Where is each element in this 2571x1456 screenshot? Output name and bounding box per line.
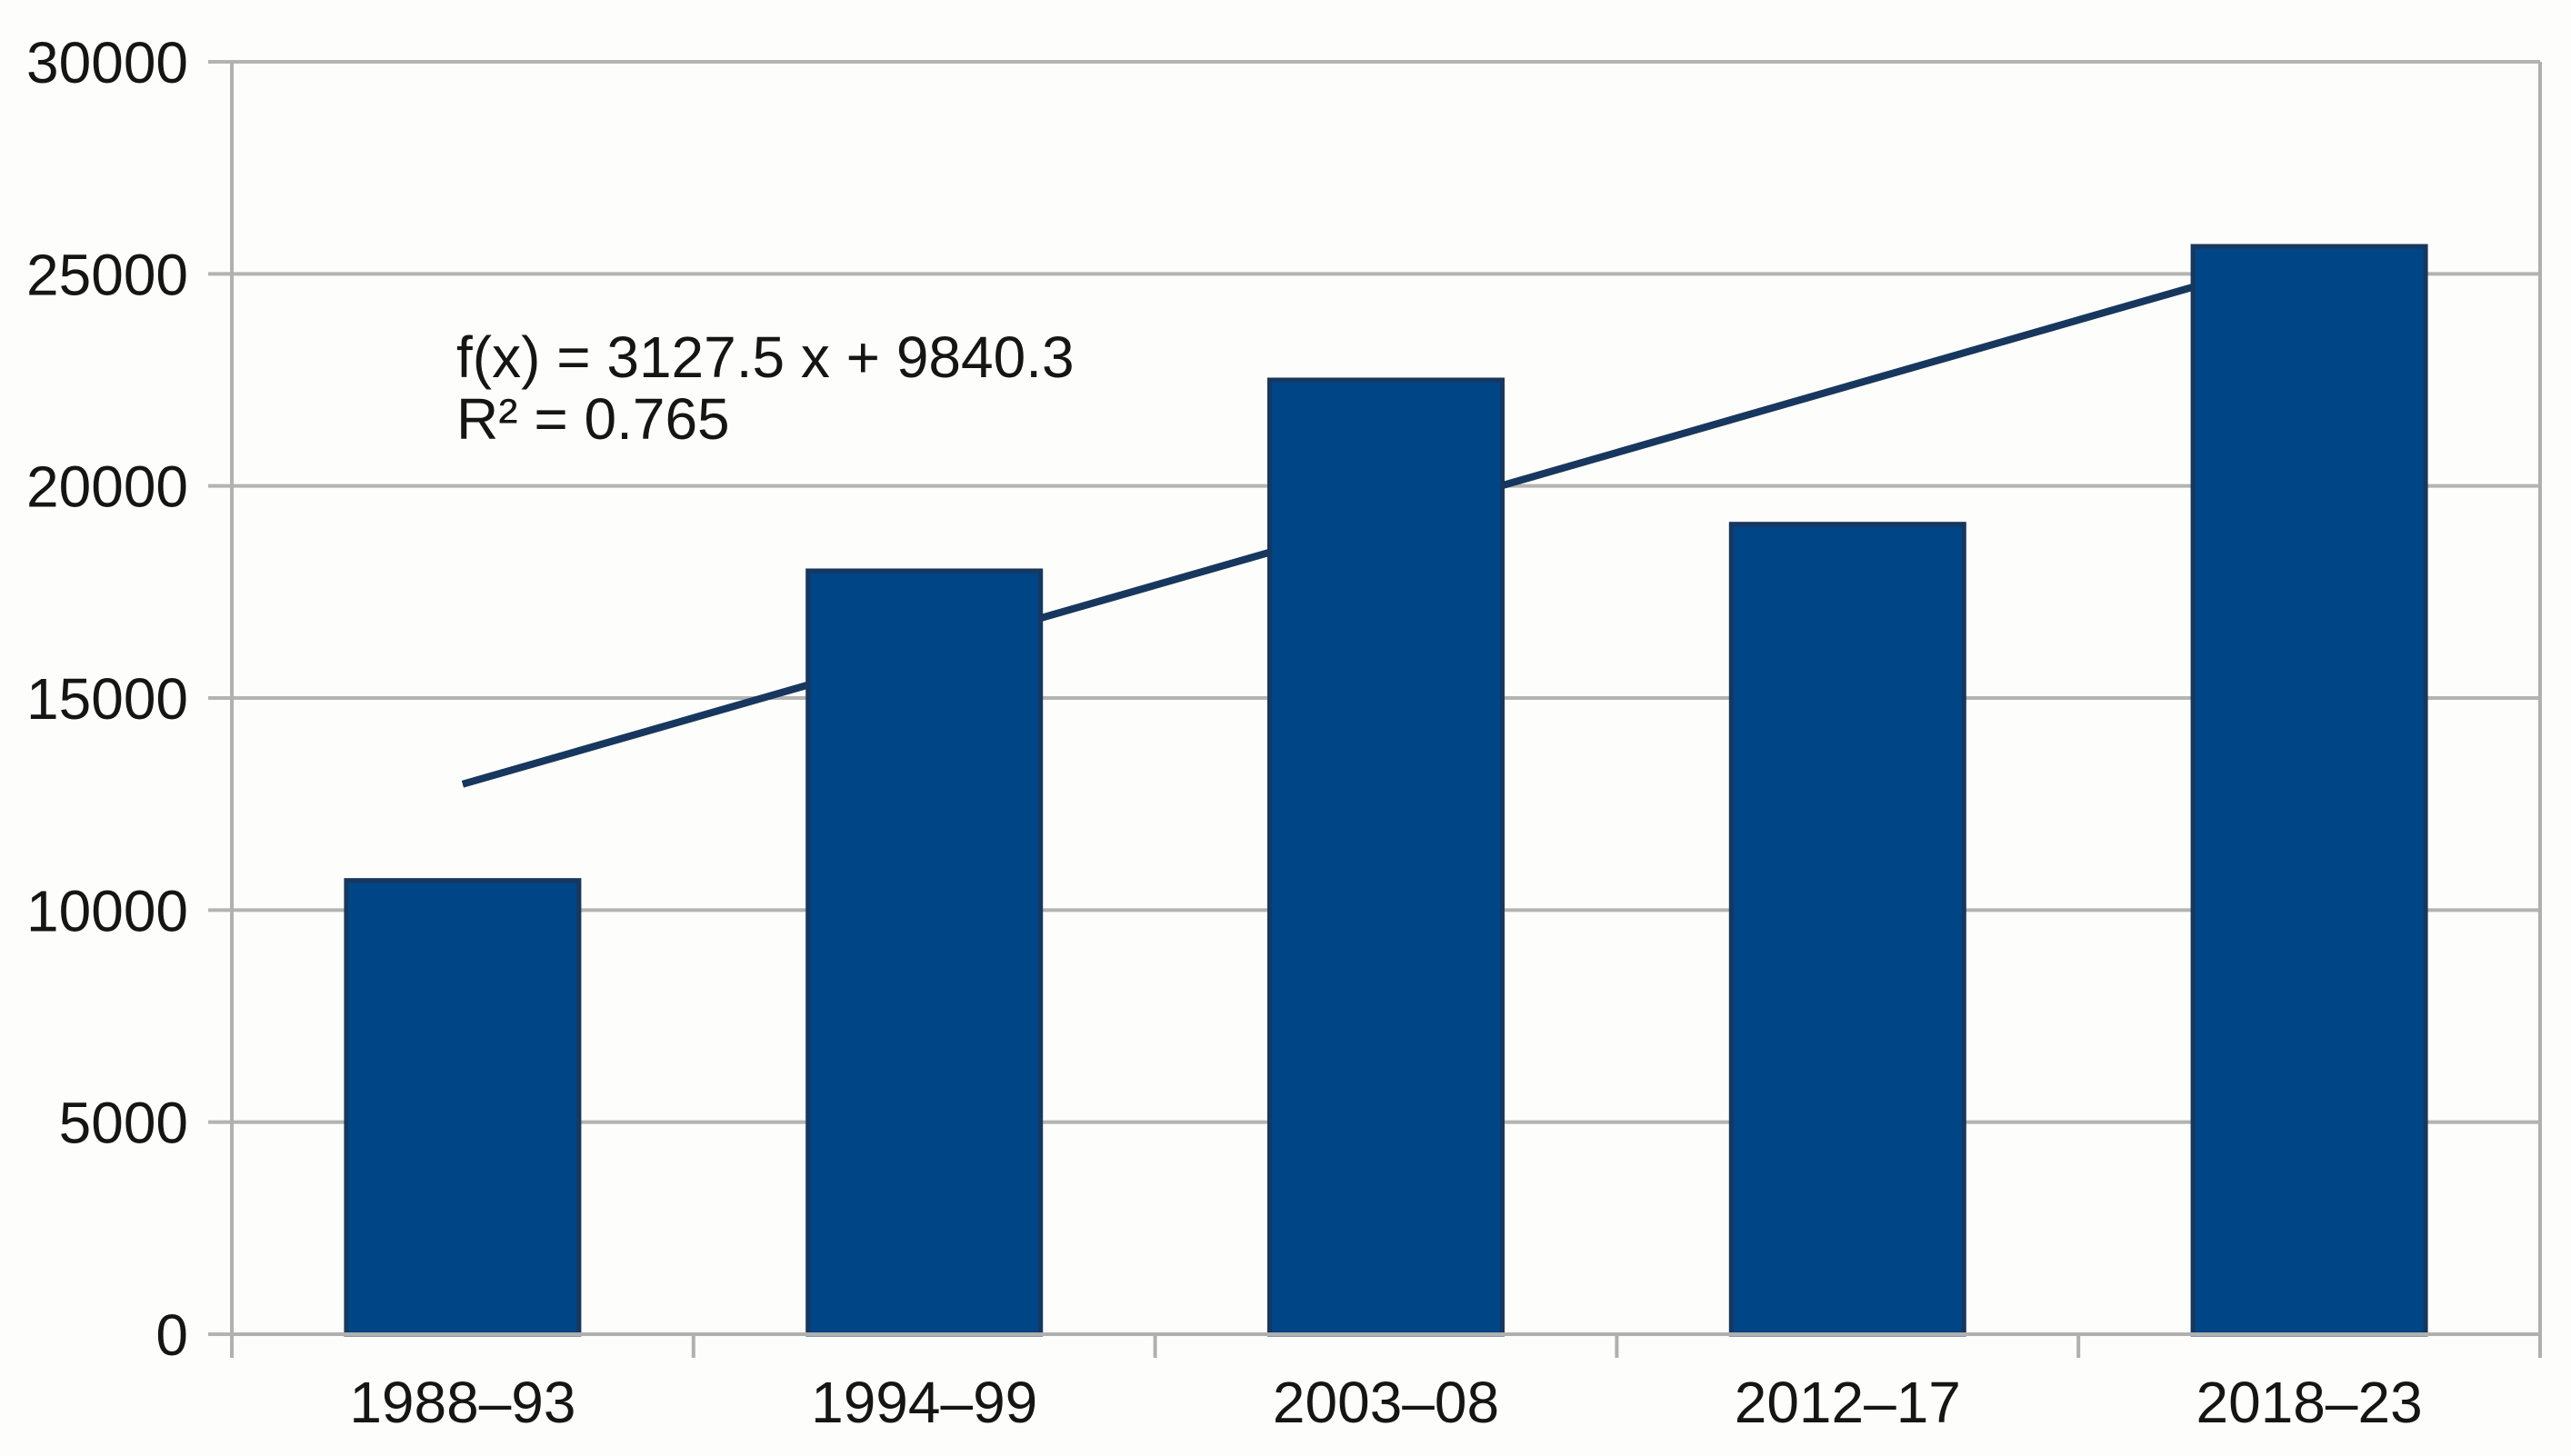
y-tick-label-30000: 30000 (26, 30, 188, 95)
bar-1994–99 (805, 568, 1044, 1337)
x-category-label-1988–93: 1988–93 (349, 1370, 575, 1435)
x-category-label-2018–23: 2018–23 (2196, 1370, 2423, 1435)
y-tick-label-15000: 15000 (26, 666, 188, 732)
x-category-label-1994–99: 1994–99 (811, 1370, 1037, 1435)
y-tick-label-5000: 5000 (59, 1091, 188, 1156)
bar-1988–93 (344, 878, 582, 1337)
y-tick-label-25000: 25000 (26, 242, 188, 307)
bar-2012–17 (1728, 522, 1966, 1337)
bar-2003–08 (1267, 377, 1505, 1337)
y-tick-label-10000: 10000 (26, 878, 188, 943)
axes (230, 62, 2542, 1358)
x-axis-labels: 1988–93 1994–99 2003–08 2012–17 2018–23 (349, 1370, 2422, 1435)
x-category-label-2003–08: 2003–08 (1273, 1370, 1499, 1435)
bar-series (344, 244, 2428, 1337)
y-tick-label-20000: 20000 (26, 454, 188, 520)
x-category-label-2012–17: 2012–17 (1735, 1370, 1961, 1435)
trendline-equation-label: f(x) = 3127.5 x + 9840.3 (456, 324, 1075, 390)
bar-2018–23 (2190, 244, 2428, 1337)
y-axis-labels: 0 5000 10000 15000 20000 25000 30000 (26, 30, 188, 1368)
y-tick-label-0: 0 (155, 1302, 188, 1368)
trendline-r2-label: R² = 0.765 (456, 386, 730, 452)
